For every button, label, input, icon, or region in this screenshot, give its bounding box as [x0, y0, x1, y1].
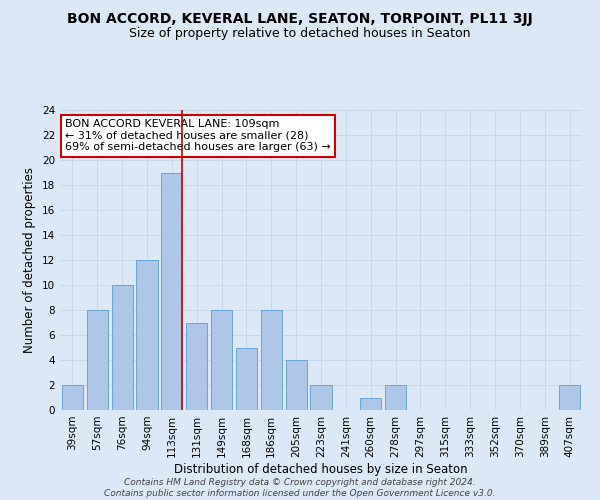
- Bar: [87, 310, 108, 410]
- Y-axis label: Number of detached properties: Number of detached properties: [23, 167, 37, 353]
- Bar: [261, 310, 282, 410]
- Text: BON ACCORD KEVERAL LANE: 109sqm
← 31% of detached houses are smaller (28)
69% of: BON ACCORD KEVERAL LANE: 109sqm ← 31% of…: [65, 119, 331, 152]
- Text: Contains HM Land Registry data © Crown copyright and database right 2024.
Contai: Contains HM Land Registry data © Crown c…: [104, 478, 496, 498]
- Bar: [186, 322, 207, 410]
- Bar: [559, 385, 580, 410]
- Text: BON ACCORD, KEVERAL LANE, SEATON, TORPOINT, PL11 3JJ: BON ACCORD, KEVERAL LANE, SEATON, TORPOI…: [67, 12, 533, 26]
- Bar: [112, 285, 133, 410]
- Bar: [360, 398, 381, 410]
- Bar: [136, 260, 158, 410]
- X-axis label: Distribution of detached houses by size in Seaton: Distribution of detached houses by size …: [174, 462, 468, 475]
- Bar: [62, 385, 83, 410]
- Bar: [161, 172, 182, 410]
- Text: Size of property relative to detached houses in Seaton: Size of property relative to detached ho…: [129, 28, 471, 40]
- Bar: [385, 385, 406, 410]
- Bar: [286, 360, 307, 410]
- Bar: [211, 310, 232, 410]
- Bar: [236, 348, 257, 410]
- Bar: [310, 385, 332, 410]
